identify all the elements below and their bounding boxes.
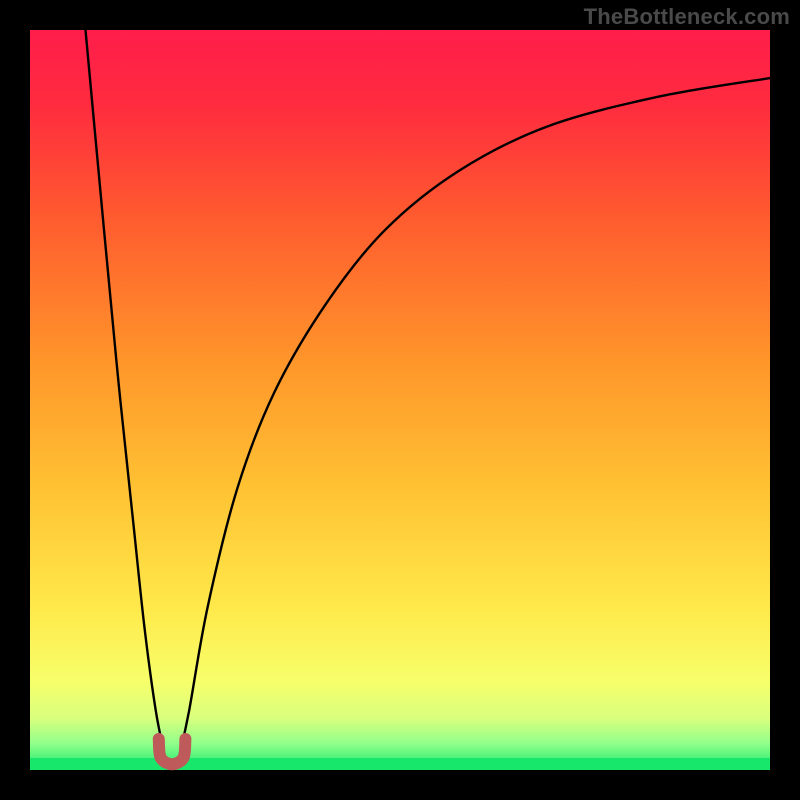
chart-svg bbox=[0, 0, 800, 800]
bottom-green-band bbox=[30, 758, 770, 770]
plot-background bbox=[30, 30, 770, 770]
watermark-text: TheBottleneck.com bbox=[584, 4, 790, 30]
chart-canvas bbox=[0, 0, 800, 800]
